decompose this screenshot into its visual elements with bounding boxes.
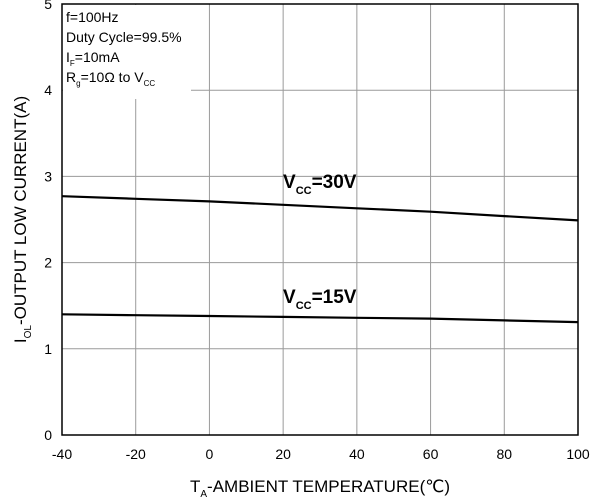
x-axis-title: TA-AMBIENT TEMPERATURE(℃) bbox=[190, 477, 450, 500]
condition-text: IF=10mA bbox=[66, 49, 120, 68]
x-tick-label: -20 bbox=[126, 446, 146, 462]
y-tick-label: 4 bbox=[44, 82, 52, 98]
x-tick-label: 40 bbox=[349, 446, 365, 462]
series-line bbox=[61, 313, 579, 324]
x-tick-label: 0 bbox=[206, 446, 214, 462]
y-tick-label: 0 bbox=[44, 427, 52, 443]
condition-text: Duty Cycle=99.5% bbox=[66, 29, 182, 45]
conditions-box bbox=[63, 5, 191, 99]
condition-text: Rg=10Ω to VCC bbox=[66, 69, 155, 88]
y-tick-label: 3 bbox=[44, 168, 52, 184]
tick-labels: -40 -20 0 20 40 60 80 100 0 1 2 3 4 5 bbox=[44, 0, 590, 462]
y-tick-label: 2 bbox=[44, 255, 52, 271]
series-label: VCC=15V bbox=[283, 287, 357, 312]
x-tick-label: 60 bbox=[423, 446, 439, 462]
y-tick-label: 5 bbox=[44, 0, 52, 12]
x-tick-label: -40 bbox=[52, 446, 72, 462]
condition-text: f=100Hz bbox=[66, 9, 119, 25]
y-tick-label: 1 bbox=[44, 341, 52, 357]
data-series bbox=[61, 195, 579, 324]
grid-lines bbox=[62, 4, 578, 435]
y-axis-title: IOL-OUTPUT LOW CURRENT(A) bbox=[11, 96, 34, 343]
series-label: VCC=30V bbox=[283, 172, 357, 197]
x-tick-label: 80 bbox=[496, 446, 512, 462]
series-line bbox=[61, 195, 579, 222]
x-tick-label: 20 bbox=[275, 446, 291, 462]
x-tick-label: 100 bbox=[566, 446, 590, 462]
